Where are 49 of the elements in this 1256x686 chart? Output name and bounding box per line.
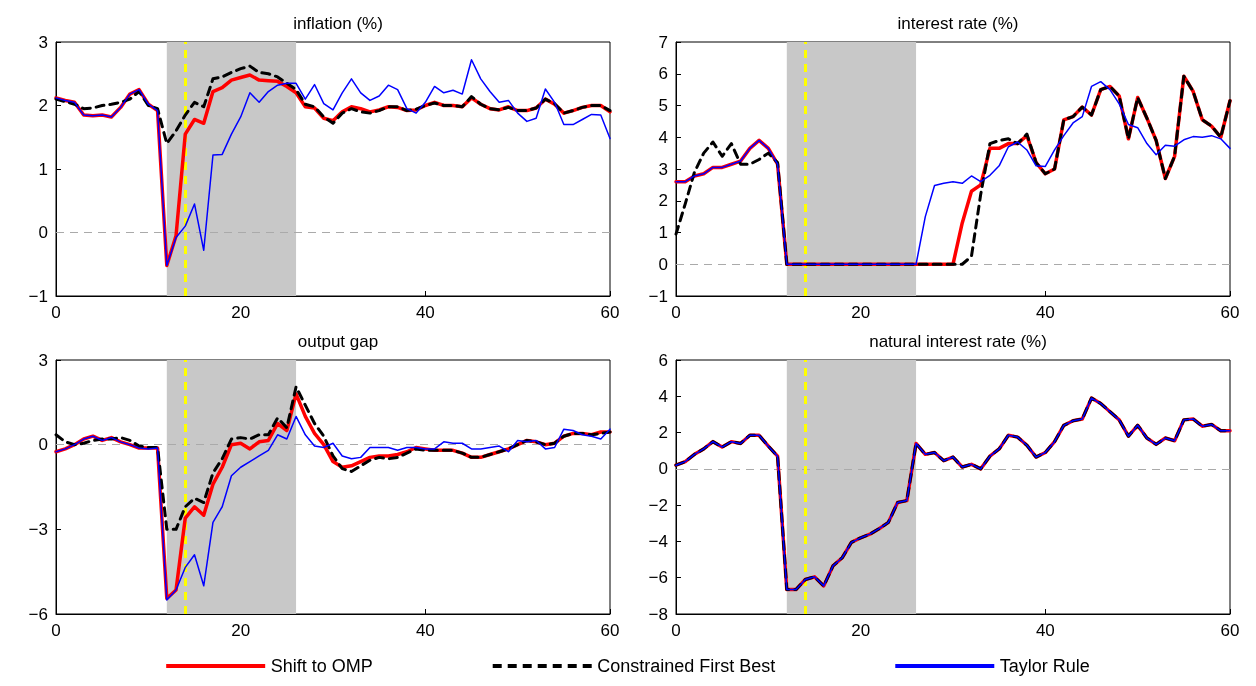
legend-label: Constrained First Best: [597, 656, 776, 676]
y-tick-label: 1: [38, 159, 48, 179]
y-tick-label: −3: [28, 519, 48, 539]
chart-title: output gap: [297, 332, 379, 351]
x-tick-label: 60: [1220, 621, 1240, 640]
x-tick-label: 0: [671, 621, 681, 640]
chart-title: natural interest rate (%): [869, 332, 1047, 351]
y-tick-label: 1: [658, 223, 668, 242]
x-tick-label: 40: [1035, 621, 1055, 640]
y-tick-label: 3: [658, 159, 668, 179]
x-tick-label: 40: [415, 621, 435, 640]
x-tick-label: 0: [51, 303, 61, 322]
legend-label: Taylor Rule: [999, 656, 1090, 676]
y-tick-label: −8: [648, 604, 668, 624]
y-tick-label: −6: [28, 604, 48, 624]
y-tick-label: 6: [658, 64, 668, 84]
y-tick-label: −1: [648, 286, 668, 306]
y-tick-label: 3: [38, 350, 48, 370]
x-tick-label: 20: [851, 621, 871, 640]
x-tick-label: 60: [600, 621, 620, 640]
chart-title: inflation (%): [293, 14, 383, 33]
y-tick-label: 4: [658, 127, 668, 147]
y-tick-label: 2: [38, 96, 48, 115]
x-tick-label: 0: [51, 621, 61, 640]
x-tick-label: 40: [1035, 303, 1055, 322]
y-tick-label: 2: [658, 423, 668, 443]
y-tick-label: −1: [28, 286, 48, 306]
y-tick-label: 5: [658, 96, 668, 115]
y-tick-label: −6: [648, 568, 668, 588]
y-tick-label: 0: [38, 223, 48, 242]
y-tick-label: 0: [658, 459, 668, 479]
x-tick-label: 0: [671, 303, 681, 322]
y-tick-label: 0: [658, 254, 668, 274]
y-tick-label: 0: [38, 435, 48, 455]
x-tick-label: 60: [1220, 303, 1240, 322]
legend-label: Shift to OMP: [270, 656, 373, 676]
x-tick-label: 20: [231, 621, 251, 640]
y-tick-label: 2: [658, 191, 668, 211]
y-tick-label: 3: [38, 32, 48, 52]
x-tick-label: 20: [231, 303, 251, 322]
chart-title: interest rate (%): [897, 14, 1019, 33]
x-tick-label: 20: [851, 303, 871, 322]
y-tick-label: 7: [658, 32, 668, 52]
x-tick-label: 40: [415, 303, 435, 322]
y-tick-label: −4: [648, 531, 668, 551]
x-tick-label: 60: [600, 303, 620, 322]
y-tick-label: −2: [648, 495, 668, 515]
y-tick-label: 4: [658, 386, 668, 406]
y-tick-label: 6: [658, 350, 668, 370]
